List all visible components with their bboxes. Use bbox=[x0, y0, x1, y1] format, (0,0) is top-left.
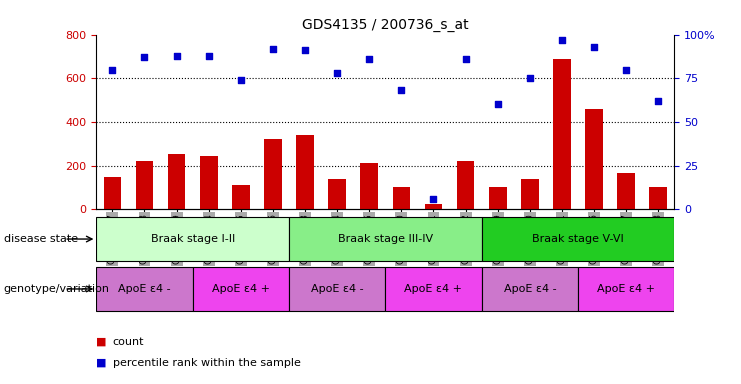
Text: ■: ■ bbox=[96, 337, 107, 347]
Text: ApoE ε4 -: ApoE ε4 - bbox=[503, 284, 556, 294]
Point bbox=[203, 53, 215, 59]
Bar bbox=[482, 217, 674, 261]
Bar bbox=[578, 267, 674, 311]
Point bbox=[620, 66, 632, 73]
Text: disease state: disease state bbox=[4, 234, 78, 244]
Point bbox=[170, 53, 182, 59]
Title: GDS4135 / 200736_s_at: GDS4135 / 200736_s_at bbox=[302, 18, 468, 32]
Point bbox=[459, 56, 471, 62]
Bar bbox=[385, 267, 482, 311]
Bar bbox=[104, 177, 122, 209]
Point bbox=[299, 47, 311, 53]
Bar bbox=[296, 135, 314, 209]
Bar bbox=[521, 179, 539, 209]
Point bbox=[652, 98, 664, 104]
Bar bbox=[289, 217, 482, 261]
Bar bbox=[649, 187, 667, 209]
Bar bbox=[482, 267, 578, 311]
Bar bbox=[360, 164, 378, 209]
Bar bbox=[193, 267, 289, 311]
Text: count: count bbox=[113, 337, 144, 347]
Point bbox=[588, 44, 600, 50]
Bar bbox=[553, 59, 571, 209]
Bar bbox=[96, 217, 289, 261]
Text: ApoE ε4 -: ApoE ε4 - bbox=[118, 284, 171, 294]
Text: ApoE ε4 +: ApoE ε4 + bbox=[405, 284, 462, 294]
Bar bbox=[456, 161, 474, 209]
Point bbox=[107, 66, 119, 73]
Point bbox=[235, 77, 247, 83]
Text: ApoE ε4 +: ApoE ε4 + bbox=[597, 284, 655, 294]
Point bbox=[396, 88, 408, 94]
Text: percentile rank within the sample: percentile rank within the sample bbox=[113, 358, 301, 368]
Bar bbox=[96, 267, 193, 311]
Text: Braak stage I-II: Braak stage I-II bbox=[150, 234, 235, 244]
Point bbox=[428, 196, 439, 202]
Point bbox=[139, 54, 150, 60]
Text: ApoE ε4 +: ApoE ε4 + bbox=[212, 284, 270, 294]
Text: ApoE ε4 -: ApoE ε4 - bbox=[310, 284, 364, 294]
Text: Braak stage III-IV: Braak stage III-IV bbox=[338, 234, 433, 244]
Bar bbox=[393, 187, 411, 209]
Text: Braak stage V-VI: Braak stage V-VI bbox=[532, 234, 624, 244]
Bar bbox=[200, 156, 218, 209]
Bar bbox=[136, 161, 153, 209]
Bar bbox=[489, 187, 507, 209]
Bar bbox=[425, 204, 442, 209]
Point bbox=[556, 37, 568, 43]
Bar bbox=[289, 267, 385, 311]
Point bbox=[492, 101, 504, 108]
Bar bbox=[328, 179, 346, 209]
Text: ■: ■ bbox=[96, 358, 107, 368]
Bar bbox=[264, 139, 282, 209]
Point bbox=[331, 70, 343, 76]
Text: genotype/variation: genotype/variation bbox=[4, 284, 110, 294]
Point bbox=[524, 75, 536, 81]
Bar bbox=[232, 185, 250, 209]
Point bbox=[363, 56, 375, 62]
Bar bbox=[617, 173, 635, 209]
Bar bbox=[585, 109, 603, 209]
Bar bbox=[167, 154, 185, 209]
Point bbox=[267, 45, 279, 51]
